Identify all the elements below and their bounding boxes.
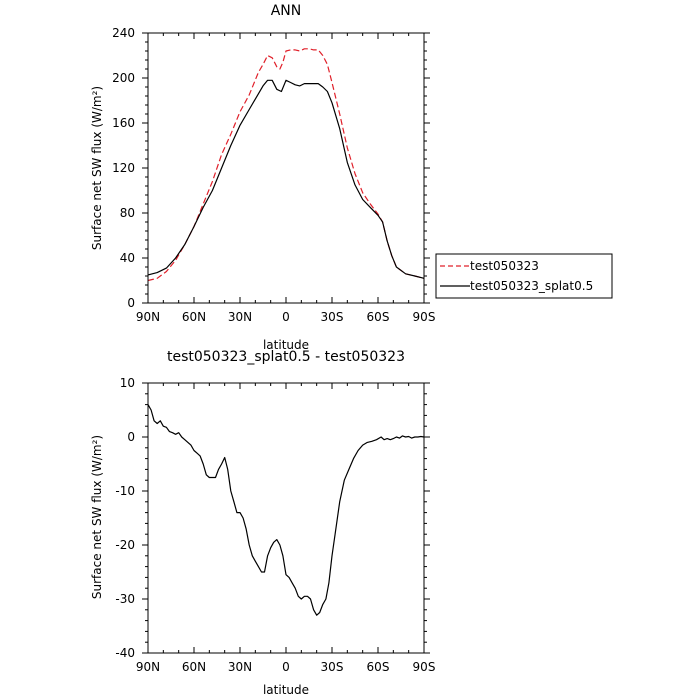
x-tick-label: 30S xyxy=(321,310,344,324)
series-line-0-1 xyxy=(147,79,425,279)
series-line-0-0 xyxy=(147,48,425,282)
top-tick-labels: 90N 60N 30N 0 30S 60S 90S 0 40 80 120 160 200 240 xyxy=(112,26,435,324)
y-tick-label: -10 xyxy=(115,484,135,498)
bottom-axis-ticks xyxy=(142,382,430,654)
x-tick-label: 60N xyxy=(182,310,206,324)
y-tick-label: -40 xyxy=(115,646,135,660)
top-chart-title: ANN xyxy=(271,3,302,19)
legend-label-test050323: test050323 xyxy=(470,259,539,273)
bottom-x-axis-label: latitude xyxy=(263,683,309,697)
y-tick-label: 0 xyxy=(127,430,135,444)
y-tick-label: 80 xyxy=(120,206,135,220)
x-tick-label: 60S xyxy=(367,660,390,674)
top-plot-frame xyxy=(147,32,425,304)
x-tick-label: 90S xyxy=(413,310,436,324)
x-tick-label: 60N xyxy=(182,660,206,674)
legend: test050323 test050323_splat0.5 xyxy=(435,253,613,299)
x-tick-label: 0 xyxy=(282,660,290,674)
y-tick-label: -30 xyxy=(115,592,135,606)
y-tick-label: 10 xyxy=(120,376,135,390)
x-tick-label: 0 xyxy=(282,310,290,324)
bottom-y-axis-label: Surface net SW flux (W/m²) xyxy=(90,435,104,599)
x-tick-label: 60S xyxy=(367,310,390,324)
x-tick-label: 90S xyxy=(413,660,436,674)
top-series-group xyxy=(147,48,425,282)
bottom-chart-title: test050323_splat0.5 - test050323 xyxy=(167,349,405,365)
top-x-axis-label: latitude xyxy=(263,338,309,352)
x-tick-label: 30N xyxy=(228,660,252,674)
series-line-1-0 xyxy=(147,404,425,616)
top-y-axis-label: Surface net SW flux (W/m²) xyxy=(90,86,104,250)
bottom-series-group xyxy=(147,404,425,616)
y-tick-label: 0 xyxy=(127,296,135,310)
legend-label-test050323-splat0-5: test050323_splat0.5 xyxy=(470,279,593,293)
x-tick-label: 30S xyxy=(321,660,344,674)
bottom-panel: test050323_splat0.5 - test050323 latitud… xyxy=(90,349,435,697)
y-tick-label: 40 xyxy=(120,251,135,265)
y-tick-label: 160 xyxy=(112,116,135,130)
top-axis-ticks xyxy=(142,32,430,304)
y-tick-label: -20 xyxy=(115,538,135,552)
y-tick-label: 240 xyxy=(112,26,135,40)
top-panel: ANN latitude Surface net SW flux (W/m²) … xyxy=(90,3,435,352)
bottom-tick-labels: 90N 60N 30N 0 30S 60S 90S -40 -30 -20 -10 0 10 xyxy=(115,376,435,674)
x-tick-label: 30N xyxy=(228,310,252,324)
x-tick-label: 90N xyxy=(136,660,160,674)
legend-box xyxy=(435,253,613,299)
bottom-plot-frame xyxy=(147,382,425,654)
y-tick-label: 200 xyxy=(112,71,135,85)
y-tick-label: 120 xyxy=(112,161,135,175)
x-tick-label: 90N xyxy=(136,310,160,324)
